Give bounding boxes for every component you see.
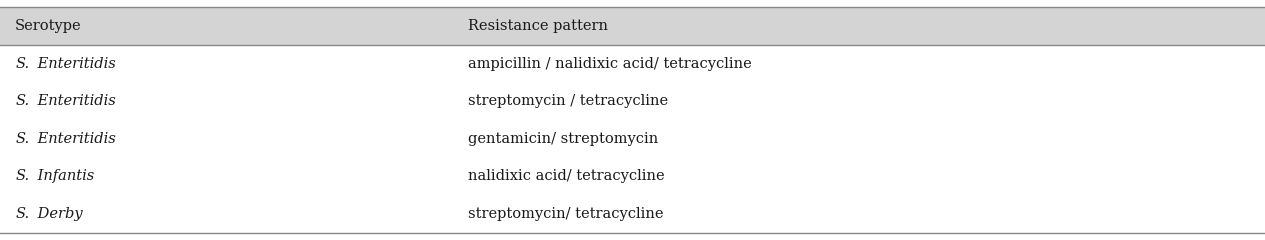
Text: S.: S. <box>15 57 29 71</box>
Text: Enteritidis: Enteritidis <box>33 94 116 108</box>
Text: Enteritidis: Enteritidis <box>33 57 116 71</box>
Text: streptomycin / tetracycline: streptomycin / tetracycline <box>468 94 668 108</box>
Text: nalidixic acid/ tetracycline: nalidixic acid/ tetracycline <box>468 169 664 183</box>
Text: Infantis: Infantis <box>33 169 95 183</box>
Bar <box>0 7 1265 45</box>
Text: ampicillin / nalidixic acid/ tetracycline: ampicillin / nalidixic acid/ tetracyclin… <box>468 57 751 71</box>
Text: S.: S. <box>15 207 29 221</box>
Text: S.: S. <box>15 132 29 146</box>
Text: S.: S. <box>15 94 29 108</box>
Text: Resistance pattern: Resistance pattern <box>468 19 608 33</box>
Text: S.: S. <box>15 169 29 183</box>
Text: Enteritidis: Enteritidis <box>33 132 116 146</box>
Text: gentamicin/ streptomycin: gentamicin/ streptomycin <box>468 132 658 146</box>
Text: Serotype: Serotype <box>15 19 82 33</box>
Text: Derby: Derby <box>33 207 83 221</box>
Text: streptomycin/ tetracycline: streptomycin/ tetracycline <box>468 207 664 221</box>
